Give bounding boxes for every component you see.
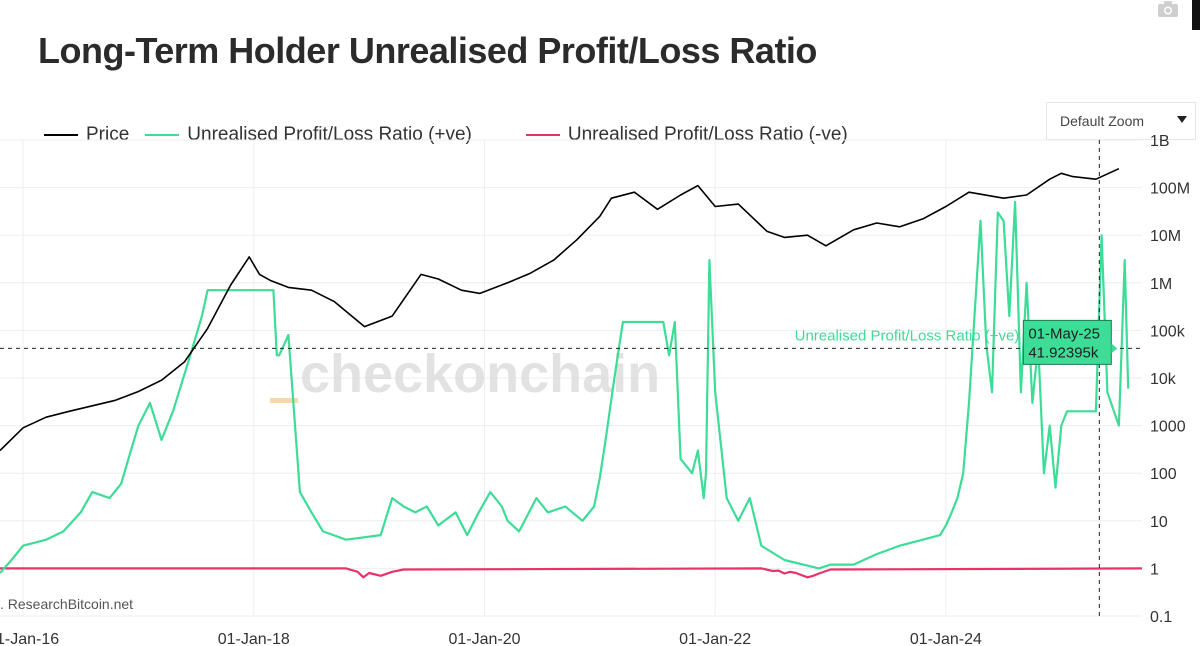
positive-ratio-line	[0, 200, 1130, 574]
y-tick-label: 100M	[1150, 181, 1190, 198]
chevron-down-icon	[1177, 116, 1187, 123]
watermark: checkonchain	[300, 344, 660, 404]
crosshair-tooltip-pointer	[1111, 343, 1118, 354]
y-tick-label: 1B	[1150, 133, 1170, 150]
negative-ratio-line	[0, 567, 1143, 579]
camera-icon[interactable]	[1157, 0, 1179, 18]
y-tick-label: 10k	[1150, 371, 1177, 388]
y-tick-label: 1	[1150, 561, 1159, 578]
grid	[0, 139, 1142, 617]
zoom-dropdown-label: Default Zoom	[1060, 113, 1145, 129]
window-corner	[1192, 0, 1200, 30]
legend-swatch-price	[44, 134, 78, 136]
x-tick-label: 01-Jan-18	[218, 631, 290, 646]
legend-swatch-positive	[145, 134, 180, 136]
crosshair-series-label: Unrealised Profit/Loss Ratio (+ve)	[795, 327, 1020, 344]
y-tick-label: 1000	[1150, 419, 1186, 436]
watermark-mark	[270, 398, 298, 403]
source-label: . ResearchBitcoin.net	[0, 596, 133, 612]
y-tick-label: 1M	[1150, 276, 1172, 293]
y-tick-label: 0.1	[1150, 609, 1172, 626]
legend-swatch-negative	[525, 134, 560, 136]
y-tick-label: 100	[1150, 466, 1177, 483]
x-tick-label: 01-Jan-24	[910, 631, 982, 646]
series-layer	[0, 167, 1143, 579]
crosshair-tooltip	[1022, 319, 1112, 365]
x-tick-label: 01-Jan-20	[448, 631, 520, 646]
crosshair-date: 01-May-25	[1028, 325, 1100, 342]
x-tick-label: 01-Jan-22	[679, 631, 751, 646]
y-tick-label: 10M	[1150, 228, 1181, 245]
y-tick-label: 100k	[1150, 323, 1186, 340]
price-line	[0, 167, 1120, 452]
y-tick-label: 10	[1150, 514, 1168, 531]
chart-title: Long-Term Holder Unrealised Profit/Loss …	[38, 30, 817, 71]
axis-layer: 1B 100M 10M 1M 100k 10k 1000 100 10 1 0.1 01-Jan-16…	[0, 133, 1190, 646]
crosshair-layer: Unrealised Profit/Loss Ratio (+ve) 01-May…	[0, 140, 1142, 616]
x-tick-label: 01-Jan-16	[0, 631, 59, 646]
source-name: ResearchBitcoin.net	[8, 596, 133, 612]
crosshair-value: 41.92395k	[1028, 344, 1099, 361]
